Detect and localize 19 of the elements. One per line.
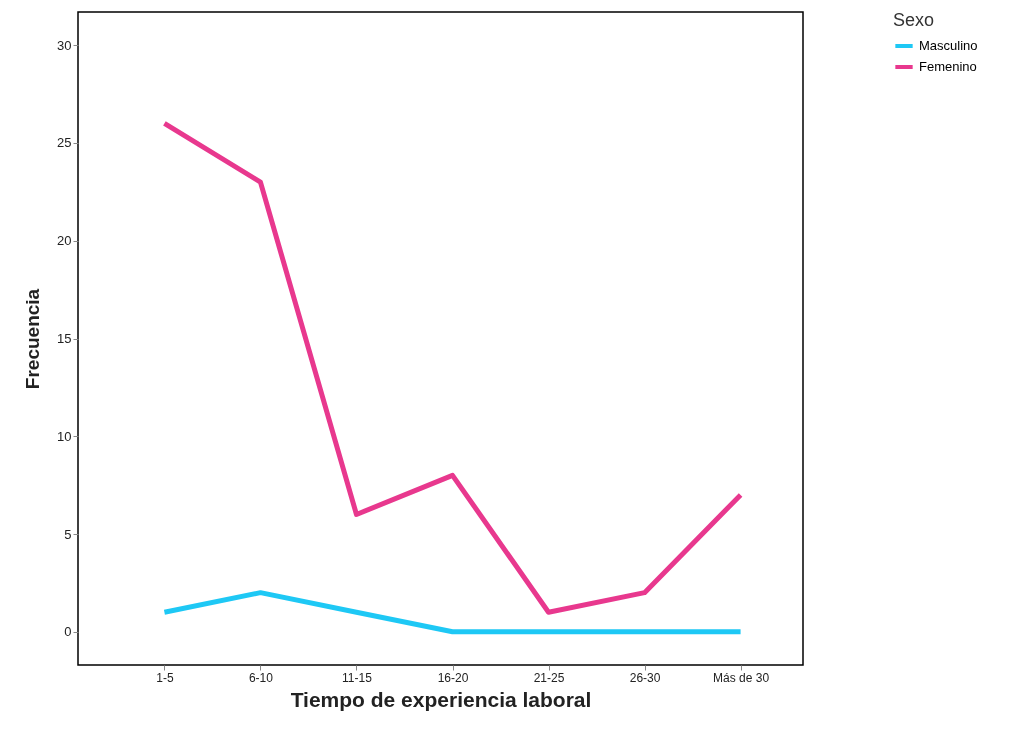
x-tick-label: 11-15 [342,670,373,685]
x-tick-label: 16-20 [437,670,469,685]
y-tick-label: 5 [64,526,72,542]
y-tick-label: 20 [57,233,72,249]
y-tick-label: 10 [57,428,72,444]
x-tick-label: 6-10 [248,670,274,685]
legend-label: Masculino [919,38,978,53]
x-axis-title: Tiempo de experiencia laboral [290,687,592,711]
legend-title: Sexo [893,10,935,30]
y-tick-label: 30 [57,37,72,53]
y-tick-label: 0 [64,624,72,640]
y-axis-title: Frecuencia [22,288,44,390]
x-tick-label: 21-25 [533,670,565,685]
y-tick-label: 25 [57,135,72,151]
legend-label: Femenino [919,59,977,74]
x-tick-label: 26-30 [629,670,661,685]
x-tick-label: 1-5 [156,670,174,685]
y-tick-label: 15 [57,331,72,346]
x-tick-label: Más de 30 [713,670,770,685]
